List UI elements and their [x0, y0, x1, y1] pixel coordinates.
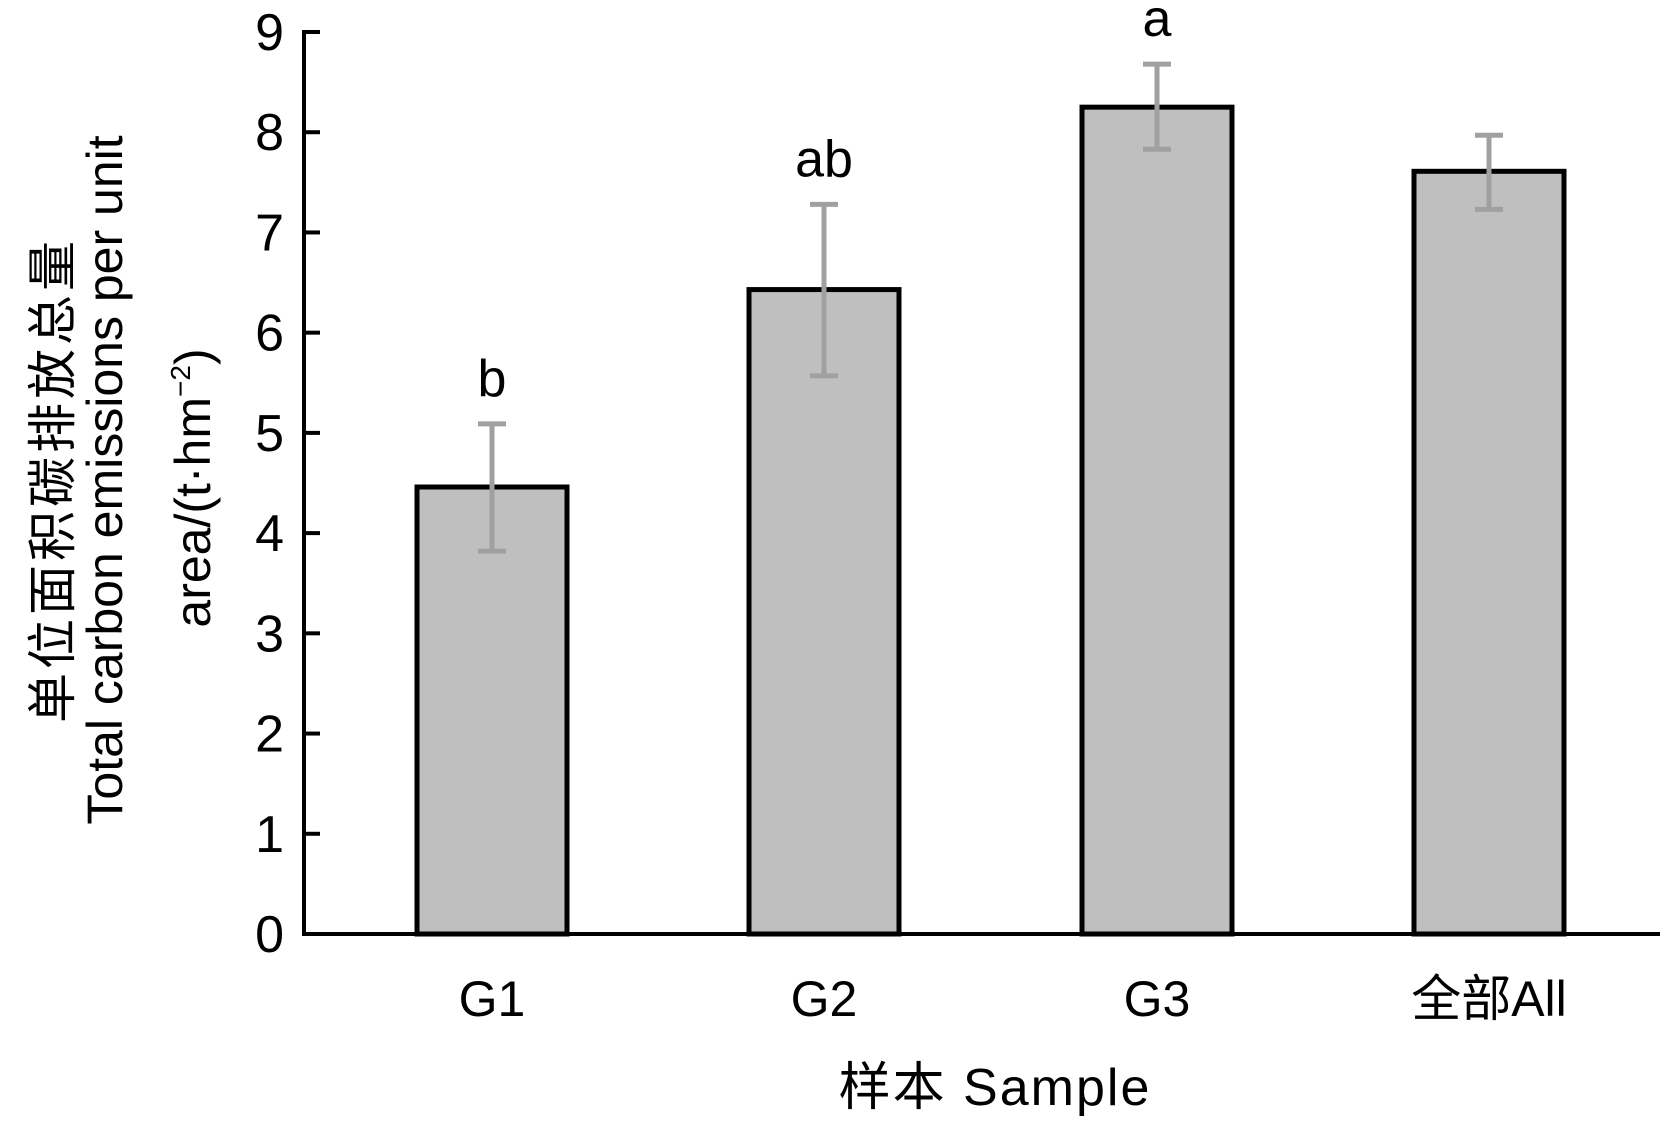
significance-label: b — [478, 350, 507, 408]
bar-3 — [1079, 104, 1235, 937]
significance-label: ab — [795, 130, 853, 188]
error-bar — [478, 421, 506, 554]
y-tick-label: 2 — [255, 706, 284, 764]
unit-superscript: −2 — [165, 365, 196, 397]
y-tick-label: 7 — [255, 204, 284, 262]
x-tick-label: G2 — [791, 971, 858, 1027]
bar-2 — [746, 287, 902, 937]
bar-4 — [1411, 168, 1567, 937]
y-tick-label: 4 — [255, 505, 284, 563]
y-tick-label: 1 — [255, 806, 284, 864]
y-axis-label-chinese: 单位面积碳排放总量 — [25, 237, 81, 723]
y-tick-label: 6 — [255, 305, 284, 363]
y-tick-label: 9 — [255, 4, 284, 62]
y-tick-label: 5 — [255, 405, 284, 463]
x-tick-label: 全部All — [1411, 971, 1567, 1027]
error-bar — [1143, 61, 1171, 152]
y-axis-label: 单位面积碳排放总量 Total carbon emissions per uni… — [25, 135, 221, 824]
y-tick-label: 0 — [255, 906, 284, 964]
x-tick-label: G1 — [459, 971, 526, 1027]
y-tick-label: 3 — [255, 605, 284, 663]
y-tick-label: 8 — [255, 104, 284, 162]
unit-prefix: area/(t·hm — [165, 397, 221, 628]
y-axis-label-unit: area/(t·hm−2) — [165, 348, 221, 627]
unit-suffix: ) — [165, 348, 221, 365]
significance-label: a — [1143, 0, 1172, 48]
x-axis-label: 样本 Sample — [839, 1059, 1152, 1117]
bar-1 — [414, 484, 570, 937]
x-tick-label: G3 — [1124, 971, 1191, 1027]
error-bar — [1475, 132, 1503, 212]
error-bar — [810, 201, 838, 379]
y-axis-label-english: Total carbon emissions per unit — [77, 135, 133, 824]
